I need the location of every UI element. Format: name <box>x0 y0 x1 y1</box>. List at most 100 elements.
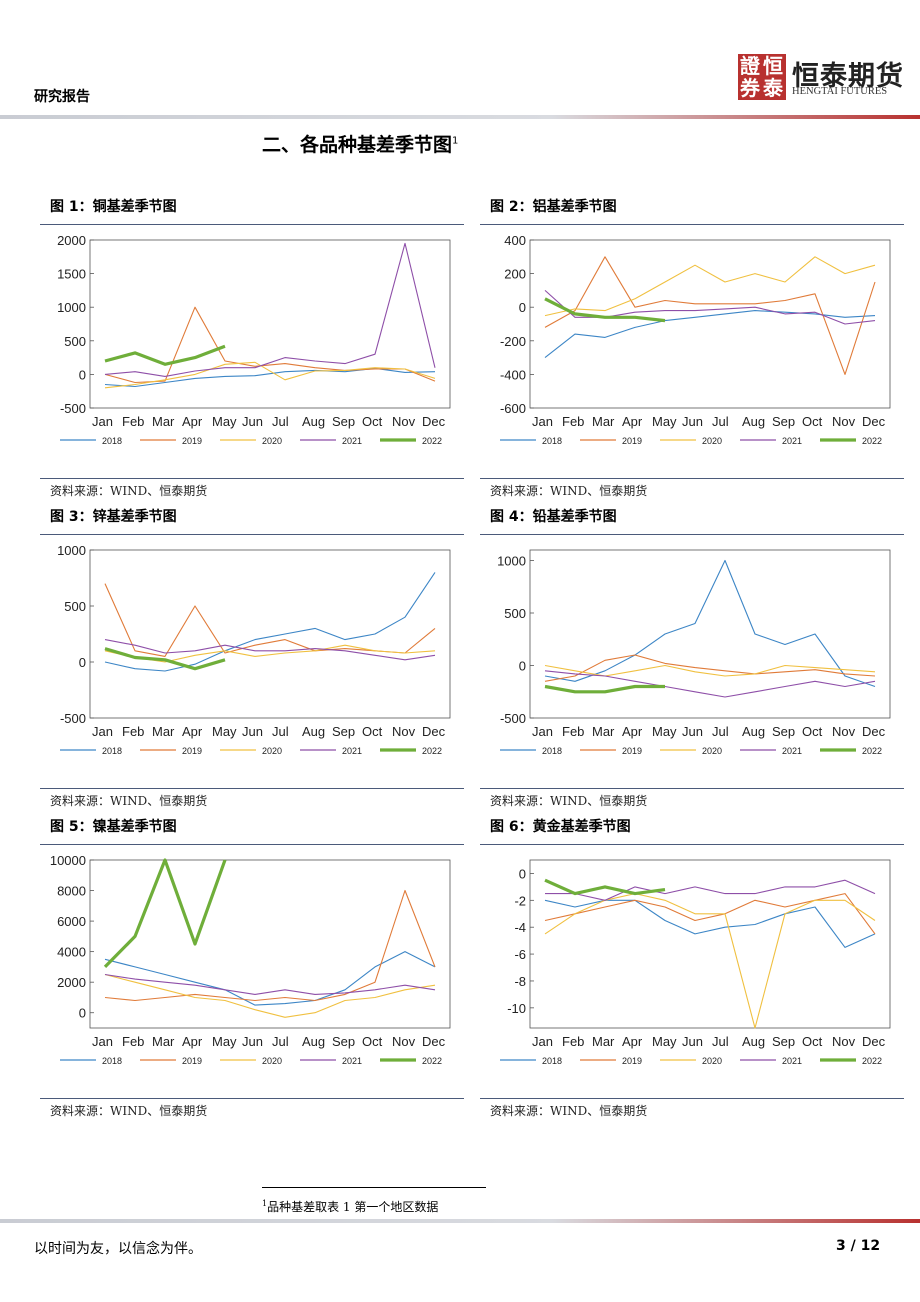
x-tick-label: Sep <box>332 414 355 429</box>
x-tick-label: Oct <box>802 724 823 739</box>
report-type-label: 研究报告 <box>34 89 90 105</box>
figure-source: 资料来源：WIND、恒泰期货 <box>50 1104 208 1118</box>
x-tick-label: Jun <box>242 724 263 739</box>
x-tick-label: Feb <box>562 414 584 429</box>
y-tick-label: -4 <box>514 920 526 935</box>
x-tick-label: Nov <box>832 724 856 739</box>
x-tick-label: Nov <box>832 414 856 429</box>
series-line-2021 <box>104 242 436 377</box>
series-line-2020 <box>544 893 876 1029</box>
legend-label-2022: 2022 <box>422 1056 442 1066</box>
x-tick-label: Sep <box>772 1034 795 1049</box>
x-tick-label: Jun <box>682 724 703 739</box>
x-tick-label: May <box>652 724 677 739</box>
y-tick-label: 500 <box>504 606 526 621</box>
x-tick-label: Dec <box>862 1034 886 1049</box>
x-tick-label: Jan <box>532 1034 553 1049</box>
figure-bottom-rule <box>40 788 464 789</box>
series-line-2020 <box>104 973 436 1018</box>
legend-label-2021: 2021 <box>782 436 802 446</box>
figure-bottom-rule <box>480 478 904 479</box>
figure-title: 图 1：铜基差季节图 <box>50 199 177 215</box>
x-tick-label: Mar <box>592 414 615 429</box>
x-tick-label: May <box>212 1034 237 1049</box>
x-tick-label: Jul <box>272 1034 289 1049</box>
legend-label-2022: 2022 <box>862 746 882 756</box>
x-tick-label: Oct <box>362 1034 383 1049</box>
y-tick-label: 200 <box>504 267 526 282</box>
x-tick-label: Oct <box>802 1034 823 1049</box>
logo-char: 恒 <box>763 54 783 78</box>
figure-title: 图 5：镍基差季节图 <box>50 819 177 835</box>
series-line-2018 <box>104 572 436 672</box>
x-tick-label: Dec <box>862 724 886 739</box>
x-tick-label: Mar <box>152 414 175 429</box>
x-tick-label: Dec <box>422 414 446 429</box>
y-tick-label: 0 <box>79 1006 86 1021</box>
series-line-2018 <box>544 559 876 688</box>
series-line-2019 <box>104 889 436 1002</box>
legend-label-2020: 2020 <box>702 436 722 446</box>
x-tick-label: Jan <box>92 414 113 429</box>
figure-top-rule <box>40 844 464 845</box>
y-tick-label: 1000 <box>57 300 86 315</box>
x-tick-label: Dec <box>862 414 886 429</box>
series-line-2022 <box>544 684 665 694</box>
series-line-2021 <box>545 879 876 901</box>
legend-label-2020: 2020 <box>702 1056 722 1066</box>
figure-top-rule <box>480 844 904 845</box>
x-tick-label: Dec <box>422 1034 446 1049</box>
series-line-2019 <box>544 893 876 935</box>
legend-label-2020: 2020 <box>262 746 282 756</box>
logo-char: 證 <box>740 54 760 78</box>
y-tick-label: -500 <box>500 711 526 726</box>
legend-label-2019: 2019 <box>622 1056 642 1066</box>
y-tick-label: -10 <box>507 1001 526 1016</box>
x-tick-label: Feb <box>122 414 144 429</box>
legend-label-2021: 2021 <box>342 1056 362 1066</box>
figure-bottom-rule <box>480 788 904 789</box>
y-tick-label: 500 <box>64 599 86 614</box>
series-line-2022 <box>544 878 666 896</box>
legend-label-2021: 2021 <box>782 746 802 756</box>
y-tick-label: 1500 <box>57 267 86 282</box>
footer-motto: 以时间为友，以信念为伴。 <box>34 1241 202 1257</box>
x-tick-label: Jun <box>682 414 703 429</box>
x-tick-label: Feb <box>122 1034 144 1049</box>
figure-title: 图 2：铝基差季节图 <box>490 199 617 215</box>
legend-label-2020: 2020 <box>702 746 722 756</box>
series-line-2022 <box>104 647 226 671</box>
series-line-2018 <box>104 951 436 1006</box>
figure-title: 图 3：锌基差季节图 <box>50 509 177 525</box>
page-number: 3 / 12 <box>836 1238 881 1254</box>
y-tick-label: 0 <box>79 655 86 670</box>
series-line-2022 <box>103 858 227 969</box>
y-tick-label: 10000 <box>50 853 86 868</box>
header-divider <box>0 115 920 119</box>
series-line-2022 <box>104 344 226 366</box>
legend-label-2022: 2022 <box>422 436 442 446</box>
x-tick-label: Jun <box>242 1034 263 1049</box>
legend-label-2019: 2019 <box>182 1056 202 1066</box>
footnote-divider <box>262 1187 486 1188</box>
y-tick-label: -8 <box>514 974 526 989</box>
x-tick-label: Sep <box>772 414 795 429</box>
plot-area <box>529 239 891 409</box>
x-tick-label: Apr <box>622 1034 643 1049</box>
y-tick-label: -2 <box>514 893 526 908</box>
x-tick-label: Nov <box>392 1034 416 1049</box>
series-line-2018 <box>544 899 876 948</box>
x-tick-label: Mar <box>592 724 615 739</box>
figure-bottom-rule <box>40 478 464 479</box>
x-tick-label: Jun <box>242 414 263 429</box>
series-line-2020 <box>104 361 436 389</box>
y-tick-label: 8000 <box>57 884 86 899</box>
x-tick-label: May <box>212 414 237 429</box>
x-tick-label: Nov <box>392 414 416 429</box>
x-tick-label: Jul <box>712 414 729 429</box>
x-tick-label: Apr <box>622 414 643 429</box>
y-tick-label: 6000 <box>57 914 86 929</box>
series-line-2021 <box>104 973 436 995</box>
legend-label-2019: 2019 <box>182 436 202 446</box>
legend-label-2021: 2021 <box>342 436 362 446</box>
